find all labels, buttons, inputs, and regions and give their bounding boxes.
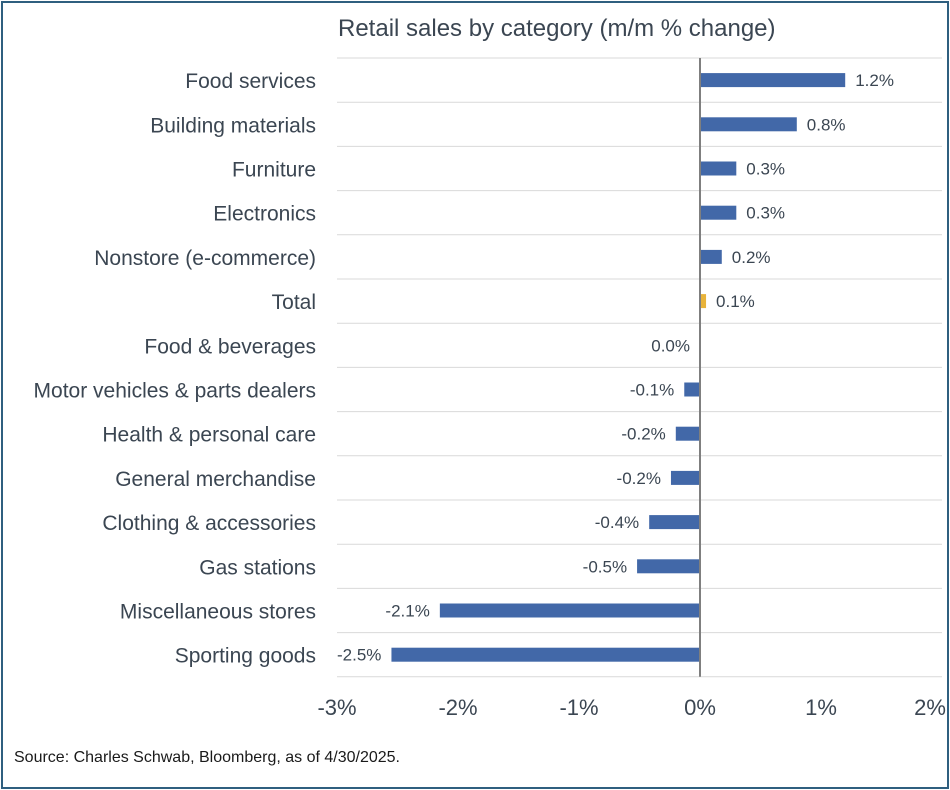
category-label: Health & personal care (102, 424, 316, 447)
x-tick-label: -3% (317, 695, 356, 720)
data-label: 0.3% (746, 204, 785, 223)
category-label: Sporting goods (175, 645, 316, 668)
category-label: Furniture (232, 159, 316, 182)
bar (649, 515, 700, 530)
data-label: -0.4% (595, 513, 639, 532)
bar (700, 73, 846, 88)
chart-title: Retail sales by category (m/m % change) (338, 15, 776, 42)
data-label: 0.0% (651, 336, 690, 355)
bar (670, 470, 700, 485)
bar (439, 603, 700, 618)
category-label: Electronics (213, 203, 316, 226)
data-label: 0.3% (746, 160, 785, 179)
data-label: 1.2% (855, 71, 894, 90)
bar (700, 249, 722, 264)
data-label: -2.1% (385, 602, 429, 621)
data-label: -0.1% (630, 381, 674, 400)
category-label: General merchandise (115, 468, 316, 491)
category-label: Motor vehicles & parts dealers (34, 380, 316, 403)
data-label: -0.2% (621, 425, 665, 444)
x-tick-label: 1% (805, 695, 837, 720)
bar (700, 117, 797, 132)
x-tick-label: 0% (684, 695, 716, 720)
bar (391, 647, 700, 662)
bar (700, 161, 737, 176)
category-label: Miscellaneous stores (120, 601, 316, 624)
category-label: Gas stations (199, 556, 316, 579)
bar (684, 382, 700, 397)
bar (700, 294, 707, 309)
category-label: Food services (185, 70, 316, 93)
data-label: -0.5% (583, 557, 627, 576)
x-tick-label: -1% (559, 695, 598, 720)
category-label: Total (272, 291, 316, 314)
data-label: 0.2% (732, 248, 771, 267)
category-label: Food & beverages (144, 335, 316, 358)
data-label: -0.2% (617, 469, 661, 488)
category-label: Nonstore (e-commerce) (94, 247, 316, 270)
data-label: 0.8% (807, 115, 846, 134)
data-label: 0.1% (716, 292, 755, 311)
bar (637, 559, 700, 574)
bar (675, 426, 700, 441)
x-tick-label: 2% (914, 695, 946, 720)
category-label: Clothing & accessories (102, 512, 316, 535)
bar (700, 205, 737, 220)
data-label: -2.5% (337, 646, 381, 665)
x-tick-label: -2% (438, 695, 477, 720)
category-label: Building materials (150, 114, 316, 137)
source-note: Source: Charles Schwab, Bloomberg, as of… (14, 749, 400, 766)
